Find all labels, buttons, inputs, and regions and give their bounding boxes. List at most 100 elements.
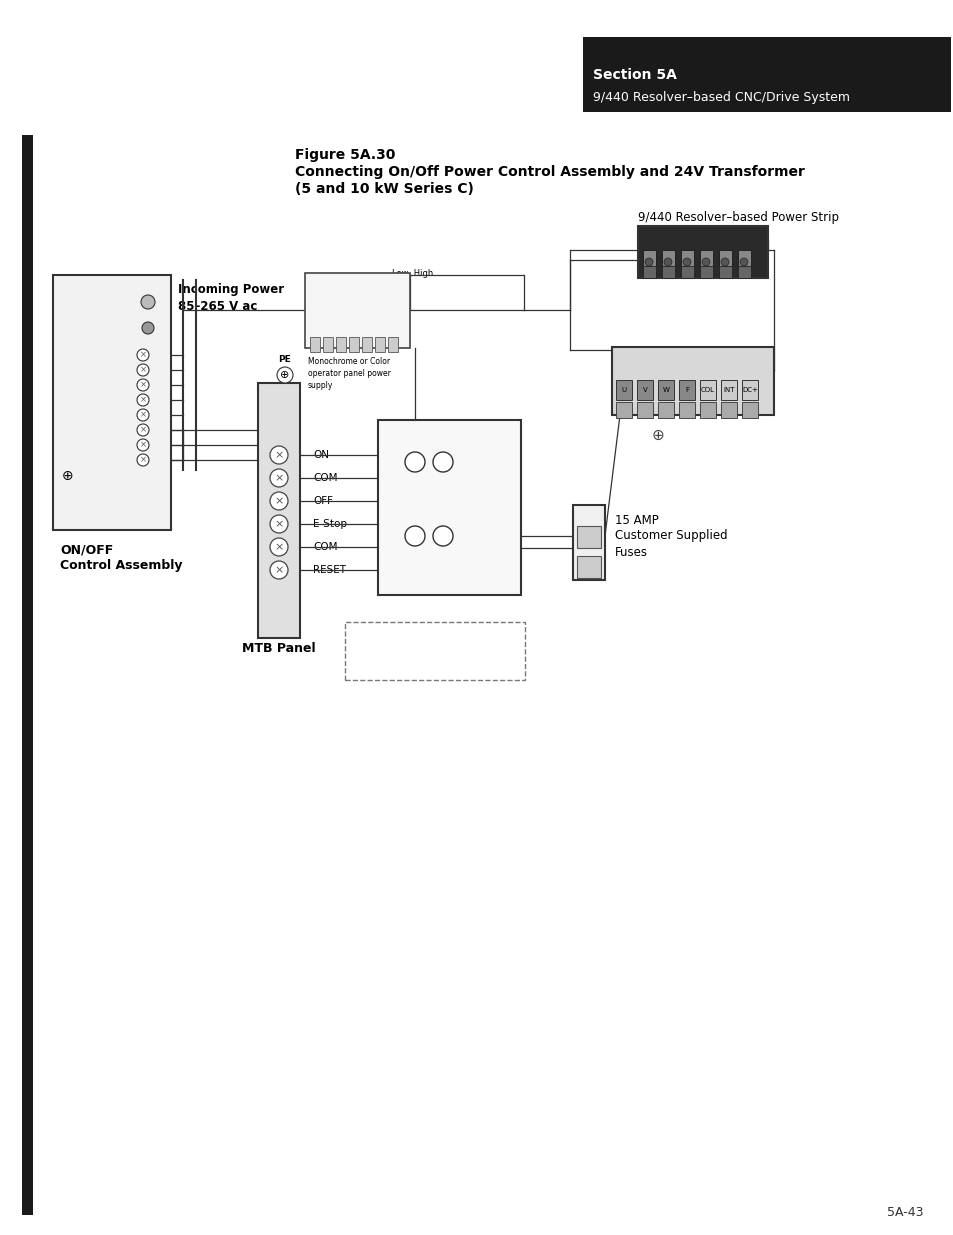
Circle shape [137, 350, 149, 361]
Text: OFF: OFF [313, 496, 333, 506]
Text: supply: supply [308, 382, 333, 390]
Circle shape [720, 258, 728, 266]
Text: ×: × [139, 395, 147, 405]
Bar [53, 275, 171, 530]
Circle shape [137, 424, 149, 436]
Text: 4 amp max draw: 4 amp max draw [393, 426, 469, 435]
Bar [661, 266, 675, 278]
Circle shape [270, 538, 288, 556]
Text: FUSE: FUSE [62, 317, 84, 326]
Bar [323, 337, 333, 352]
Text: F: F [684, 387, 688, 393]
Text: ×: × [139, 441, 147, 450]
Bar [658, 380, 673, 400]
Text: L1: L1 [92, 395, 102, 405]
Bar [700, 249, 712, 268]
Text: L2: L2 [92, 366, 102, 374]
Bar [577, 526, 600, 548]
Bar [638, 226, 767, 278]
Text: 9/440 Resolver–based Power Strip: 9/440 Resolver–based Power Strip [638, 211, 838, 225]
Bar [642, 266, 656, 278]
Text: E-Stop: E-Stop [313, 519, 347, 529]
Circle shape [270, 446, 288, 464]
Text: 8A/250V: 8A/250V [62, 331, 97, 340]
Text: ×: × [139, 380, 147, 389]
Bar [679, 380, 695, 400]
Bar [335, 337, 346, 352]
Text: AUX AC: AUX AC [58, 395, 87, 405]
Circle shape [405, 452, 424, 472]
Text: Section 5A: Section 5A [593, 68, 677, 82]
Bar [679, 403, 695, 417]
Circle shape [142, 322, 153, 333]
Text: ⊕: ⊕ [280, 370, 290, 380]
Bar [582, 37, 950, 112]
Text: INT: INT [722, 387, 734, 393]
Text: Customer Supplied: Customer Supplied [615, 530, 727, 542]
Circle shape [433, 452, 453, 472]
Bar [680, 266, 693, 278]
Circle shape [270, 561, 288, 579]
Text: Optional Customer Circuit: Optional Customer Circuit [367, 650, 502, 659]
Text: W: W [662, 387, 669, 393]
Bar [612, 347, 773, 415]
Bar [22, 135, 33, 1215]
Circle shape [137, 364, 149, 375]
Bar [700, 380, 716, 400]
Bar [345, 622, 524, 680]
Text: Input 85-265 V ac: Input 85-265 V ac [393, 443, 467, 452]
Text: ×: × [274, 542, 283, 552]
Bar [661, 249, 675, 268]
Text: ×: × [274, 473, 283, 483]
Circle shape [276, 367, 293, 383]
Text: 9/440 Resolver–based CNC/Drive System: 9/440 Resolver–based CNC/Drive System [593, 91, 849, 105]
Circle shape [270, 492, 288, 510]
Text: MTB Panel: MTB Panel [242, 641, 315, 655]
Bar [577, 556, 600, 578]
Bar [720, 403, 737, 417]
Text: ON/OFF: ON/OFF [60, 543, 113, 557]
Bar [700, 266, 712, 278]
Text: ×: × [139, 426, 147, 435]
Text: RESET: RESET [313, 564, 346, 576]
Text: 24 V dc non-polarized: 24 V dc non-polarized [393, 557, 484, 566]
Text: ×: × [274, 450, 283, 459]
Circle shape [270, 469, 288, 487]
Text: COM: COM [313, 473, 337, 483]
Bar [616, 380, 631, 400]
Text: COL: COL [700, 387, 714, 393]
Bar [642, 249, 656, 268]
Circle shape [137, 409, 149, 421]
Circle shape [141, 295, 154, 309]
Circle shape [682, 258, 690, 266]
Text: COM: COM [313, 542, 337, 552]
Circle shape [433, 526, 453, 546]
Text: ×: × [139, 456, 147, 464]
Bar [616, 403, 631, 417]
Text: Incoming Power: Incoming Power [178, 284, 284, 296]
Text: ×: × [139, 366, 147, 374]
Circle shape [137, 379, 149, 391]
Text: Fuses: Fuses [615, 546, 647, 558]
Bar [680, 249, 693, 268]
Text: BT02: BT02 [339, 289, 375, 303]
Bar [310, 337, 319, 352]
Bar [573, 505, 604, 580]
Text: Connecting On/Off Power Control Assembly and 24V Transformer: Connecting On/Off Power Control Assembly… [294, 165, 804, 179]
Text: PE: PE [58, 380, 68, 389]
Bar [658, 403, 673, 417]
Bar [738, 249, 750, 268]
Text: L1: L1 [92, 351, 102, 359]
Text: DC+: DC+ [741, 387, 757, 393]
Text: ⊕: ⊕ [651, 427, 663, 442]
Bar [257, 383, 299, 638]
Text: Monochrome or Color: Monochrome or Color [308, 357, 390, 367]
Text: U: U [620, 387, 626, 393]
Bar [388, 337, 397, 352]
Text: ×: × [274, 564, 283, 576]
Text: L2: L2 [92, 410, 102, 420]
Circle shape [137, 438, 149, 451]
Circle shape [663, 258, 671, 266]
Circle shape [701, 258, 709, 266]
Circle shape [740, 258, 747, 266]
